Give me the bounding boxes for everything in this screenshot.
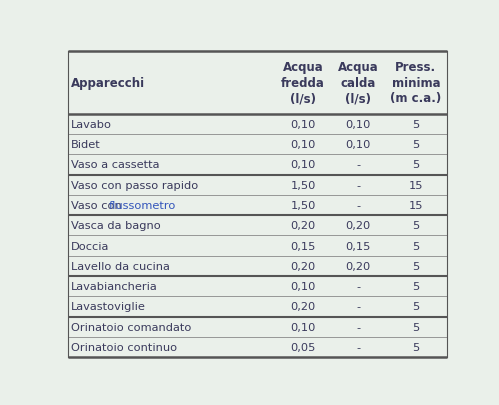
Text: 5: 5	[412, 119, 420, 130]
Text: -: -	[356, 160, 360, 170]
Text: Orinatoio comandato: Orinatoio comandato	[71, 322, 192, 332]
Text: -: -	[356, 180, 360, 190]
Text: 0,10: 0,10	[290, 160, 316, 170]
Text: 5: 5	[412, 241, 420, 251]
Text: Press.
minima
(m c.a.): Press. minima (m c.a.)	[390, 61, 442, 105]
Text: 5: 5	[412, 322, 420, 332]
Text: -: -	[356, 200, 360, 211]
Text: 0,10: 0,10	[290, 140, 316, 150]
Text: 0,10: 0,10	[290, 322, 316, 332]
Text: 0,20: 0,20	[290, 302, 316, 312]
Text: 0,20: 0,20	[290, 261, 316, 271]
Text: -: -	[356, 302, 360, 312]
Text: -: -	[356, 322, 360, 332]
Text: Vaso con: Vaso con	[71, 200, 126, 211]
Text: 0,10: 0,10	[290, 119, 316, 130]
Text: 15: 15	[409, 180, 423, 190]
Text: Vaso con passo rapido: Vaso con passo rapido	[71, 180, 199, 190]
Text: 0,10: 0,10	[345, 140, 371, 150]
Text: -: -	[356, 342, 360, 352]
Text: Acqua
calda
(l/s): Acqua calda (l/s)	[338, 61, 378, 105]
Text: Lavello da cucina: Lavello da cucina	[71, 261, 170, 271]
Text: 1,50: 1,50	[290, 180, 316, 190]
Text: Bidet: Bidet	[71, 140, 101, 150]
Text: 5: 5	[412, 140, 420, 150]
Text: 1,50: 1,50	[290, 200, 316, 211]
Text: 5: 5	[412, 342, 420, 352]
Text: Orinatoio continuo: Orinatoio continuo	[71, 342, 178, 352]
Text: flussometro: flussometro	[109, 200, 176, 211]
Text: 0,15: 0,15	[290, 241, 316, 251]
Text: Lavabo: Lavabo	[71, 119, 112, 130]
Text: 0,20: 0,20	[345, 261, 371, 271]
Text: Vasca da bagno: Vasca da bagno	[71, 221, 161, 231]
Text: Vaso a cassetta: Vaso a cassetta	[71, 160, 160, 170]
Text: 0,20: 0,20	[290, 221, 316, 231]
Text: 15: 15	[409, 200, 423, 211]
Text: 0,15: 0,15	[345, 241, 371, 251]
Text: Lavastoviglie: Lavastoviglie	[71, 302, 146, 312]
Text: 5: 5	[412, 221, 420, 231]
Text: Doccia: Doccia	[71, 241, 110, 251]
Text: 5: 5	[412, 160, 420, 170]
Text: Apparecchi: Apparecchi	[71, 77, 145, 90]
Text: 0,20: 0,20	[345, 221, 371, 231]
Text: 5: 5	[412, 261, 420, 271]
Text: 0,10: 0,10	[345, 119, 371, 130]
Text: 0,05: 0,05	[290, 342, 316, 352]
Text: 0,10: 0,10	[290, 281, 316, 292]
Text: Lavabiancheria: Lavabiancheria	[71, 281, 158, 292]
Text: 5: 5	[412, 302, 420, 312]
Text: -: -	[356, 281, 360, 292]
Text: 5: 5	[412, 281, 420, 292]
Text: Acqua
fredda
(l/s): Acqua fredda (l/s)	[281, 61, 325, 105]
